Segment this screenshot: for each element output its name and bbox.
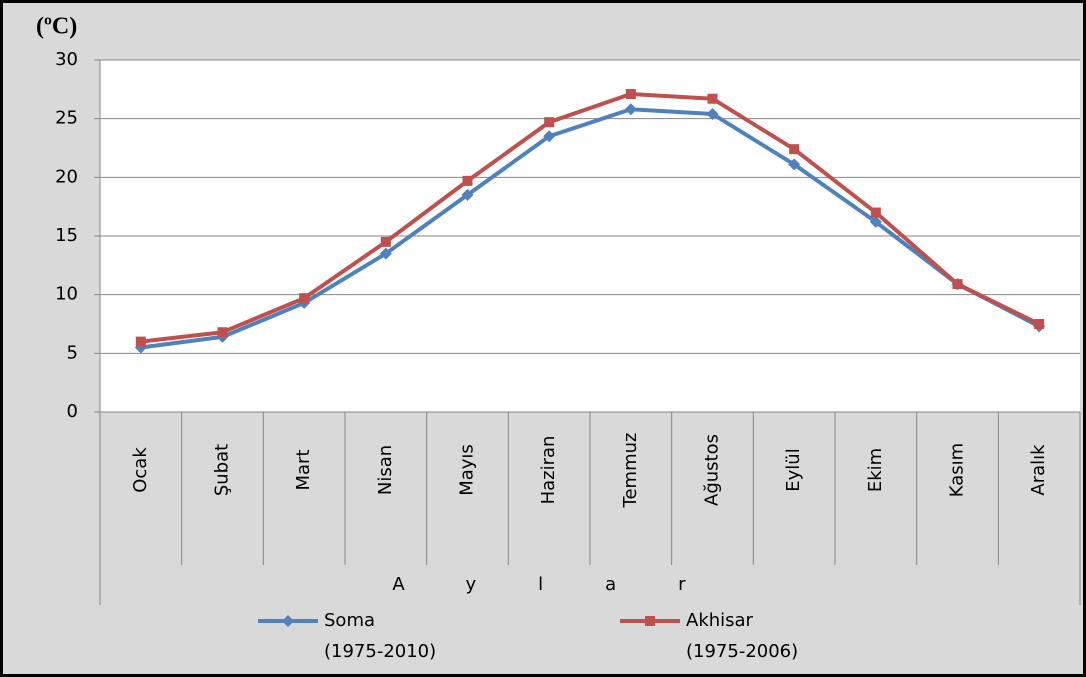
y-tick-label: 10 [55, 284, 78, 305]
x-tick-label: Şubat [212, 444, 233, 496]
x-tick-label: Haziran [538, 436, 559, 505]
marker [299, 293, 310, 304]
marker [379, 247, 392, 260]
legend-label: Akhisar (1975-2006) [686, 610, 799, 662]
marker [217, 327, 228, 338]
y-tick-label: 0 [67, 401, 78, 422]
y-tick-label: 5 [67, 342, 78, 363]
x-tick-label: Ağustos [702, 434, 723, 506]
legend-label: Soma (1975-2010) [324, 610, 437, 662]
x-tick-label: Mart [293, 449, 314, 490]
x-tick-label: Ekim [865, 448, 886, 492]
x-tick-label: Mayıs [457, 444, 478, 496]
y-tick-label: 20 [55, 166, 78, 187]
marker [543, 130, 556, 143]
x-axis-label: Aylar [392, 574, 747, 595]
x-tick-label: Ocak [130, 447, 151, 493]
y-tick-label: 15 [55, 225, 78, 246]
marker [706, 107, 719, 120]
series-line [140, 92, 1041, 344]
legend-marker [282, 615, 294, 627]
chart-title: (ºC) [36, 14, 77, 40]
x-tick-label: Eylül [783, 448, 804, 491]
marker [952, 279, 963, 290]
y-tick-label: 30 [55, 49, 78, 70]
series-line [140, 107, 1041, 350]
marker [788, 158, 801, 171]
x-tick-label: Aralık [1028, 444, 1049, 496]
x-tick-label: Kasım [947, 443, 968, 497]
marker [869, 215, 882, 228]
marker [461, 188, 474, 201]
marker [544, 117, 555, 128]
marker [1034, 319, 1045, 329]
marker [870, 207, 881, 218]
marker [462, 175, 473, 186]
y-tick-label: 25 [55, 108, 78, 129]
marker [707, 93, 718, 104]
marker [624, 103, 637, 116]
legend-marker [645, 616, 655, 626]
marker [625, 89, 636, 100]
x-tick-label: Temmuz [620, 433, 641, 509]
marker [380, 236, 391, 247]
marker [789, 144, 800, 155]
x-tick-label: Nisan [375, 445, 396, 495]
marker [135, 336, 146, 347]
